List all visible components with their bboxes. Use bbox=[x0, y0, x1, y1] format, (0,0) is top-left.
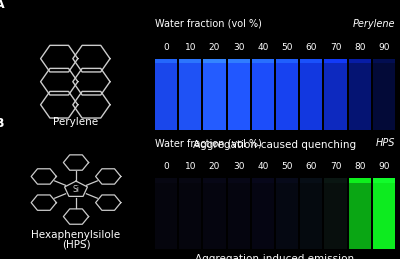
Text: 0: 0 bbox=[163, 162, 169, 171]
Text: 30: 30 bbox=[233, 43, 244, 52]
Text: 70: 70 bbox=[330, 162, 341, 171]
Text: 60: 60 bbox=[306, 43, 317, 52]
Bar bbox=[373, 59, 395, 130]
Text: 10: 10 bbox=[184, 43, 196, 52]
Bar bbox=[228, 178, 250, 183]
Bar bbox=[179, 59, 202, 130]
Text: 20: 20 bbox=[209, 162, 220, 171]
Text: B: B bbox=[0, 117, 5, 130]
Text: (HPS): (HPS) bbox=[62, 239, 90, 249]
Bar bbox=[324, 178, 347, 183]
Bar bbox=[300, 59, 322, 63]
Text: 70: 70 bbox=[330, 43, 341, 52]
Bar bbox=[373, 59, 395, 63]
Text: Aggregation-induced emission: Aggregation-induced emission bbox=[196, 254, 354, 259]
Text: Aggregation-caused quenching: Aggregation-caused quenching bbox=[194, 140, 356, 150]
Bar bbox=[203, 59, 226, 63]
Text: 50: 50 bbox=[281, 162, 293, 171]
Bar bbox=[203, 178, 226, 183]
Bar bbox=[155, 178, 177, 249]
Bar bbox=[228, 59, 250, 63]
Bar bbox=[348, 59, 371, 130]
Text: 40: 40 bbox=[257, 162, 268, 171]
Bar bbox=[373, 178, 395, 183]
Bar bbox=[155, 178, 177, 183]
Text: Perylene: Perylene bbox=[352, 19, 395, 29]
Text: 80: 80 bbox=[354, 43, 366, 52]
Text: 60: 60 bbox=[306, 162, 317, 171]
Text: 90: 90 bbox=[378, 162, 390, 171]
Bar bbox=[373, 178, 395, 249]
Text: 10: 10 bbox=[184, 162, 196, 171]
Bar bbox=[276, 178, 298, 249]
Bar bbox=[252, 178, 274, 183]
Text: 40: 40 bbox=[257, 43, 268, 52]
Text: 0: 0 bbox=[163, 43, 169, 52]
Bar bbox=[276, 178, 298, 183]
Bar bbox=[300, 178, 322, 249]
Bar bbox=[179, 178, 202, 249]
Text: 90: 90 bbox=[378, 43, 390, 52]
Bar bbox=[203, 59, 226, 130]
Bar bbox=[228, 178, 250, 249]
Text: Perylene: Perylene bbox=[54, 117, 98, 127]
Bar bbox=[203, 178, 226, 249]
Text: 50: 50 bbox=[281, 43, 293, 52]
Text: 80: 80 bbox=[354, 162, 366, 171]
Bar bbox=[155, 59, 177, 130]
Bar bbox=[276, 59, 298, 130]
Text: 30: 30 bbox=[233, 162, 244, 171]
Bar bbox=[348, 178, 371, 183]
Text: Water fraction (vol %): Water fraction (vol %) bbox=[155, 19, 262, 29]
Bar bbox=[324, 59, 347, 63]
Bar bbox=[324, 59, 347, 130]
Bar bbox=[252, 59, 274, 130]
Text: A: A bbox=[0, 0, 5, 11]
Bar bbox=[228, 59, 250, 130]
Bar bbox=[276, 59, 298, 63]
Text: Hexaphenylsilole: Hexaphenylsilole bbox=[32, 230, 120, 240]
Bar bbox=[348, 178, 371, 249]
Bar bbox=[252, 59, 274, 63]
Text: Water fraction (vol %): Water fraction (vol %) bbox=[155, 138, 262, 148]
Bar bbox=[348, 59, 371, 63]
Bar bbox=[179, 178, 202, 183]
Text: Si: Si bbox=[72, 185, 80, 194]
Bar bbox=[252, 178, 274, 249]
Bar bbox=[155, 59, 177, 63]
Bar bbox=[324, 178, 347, 249]
Bar bbox=[300, 178, 322, 183]
Bar bbox=[179, 59, 202, 63]
Bar bbox=[300, 59, 322, 130]
Text: HPS: HPS bbox=[375, 138, 395, 148]
Text: 20: 20 bbox=[209, 43, 220, 52]
